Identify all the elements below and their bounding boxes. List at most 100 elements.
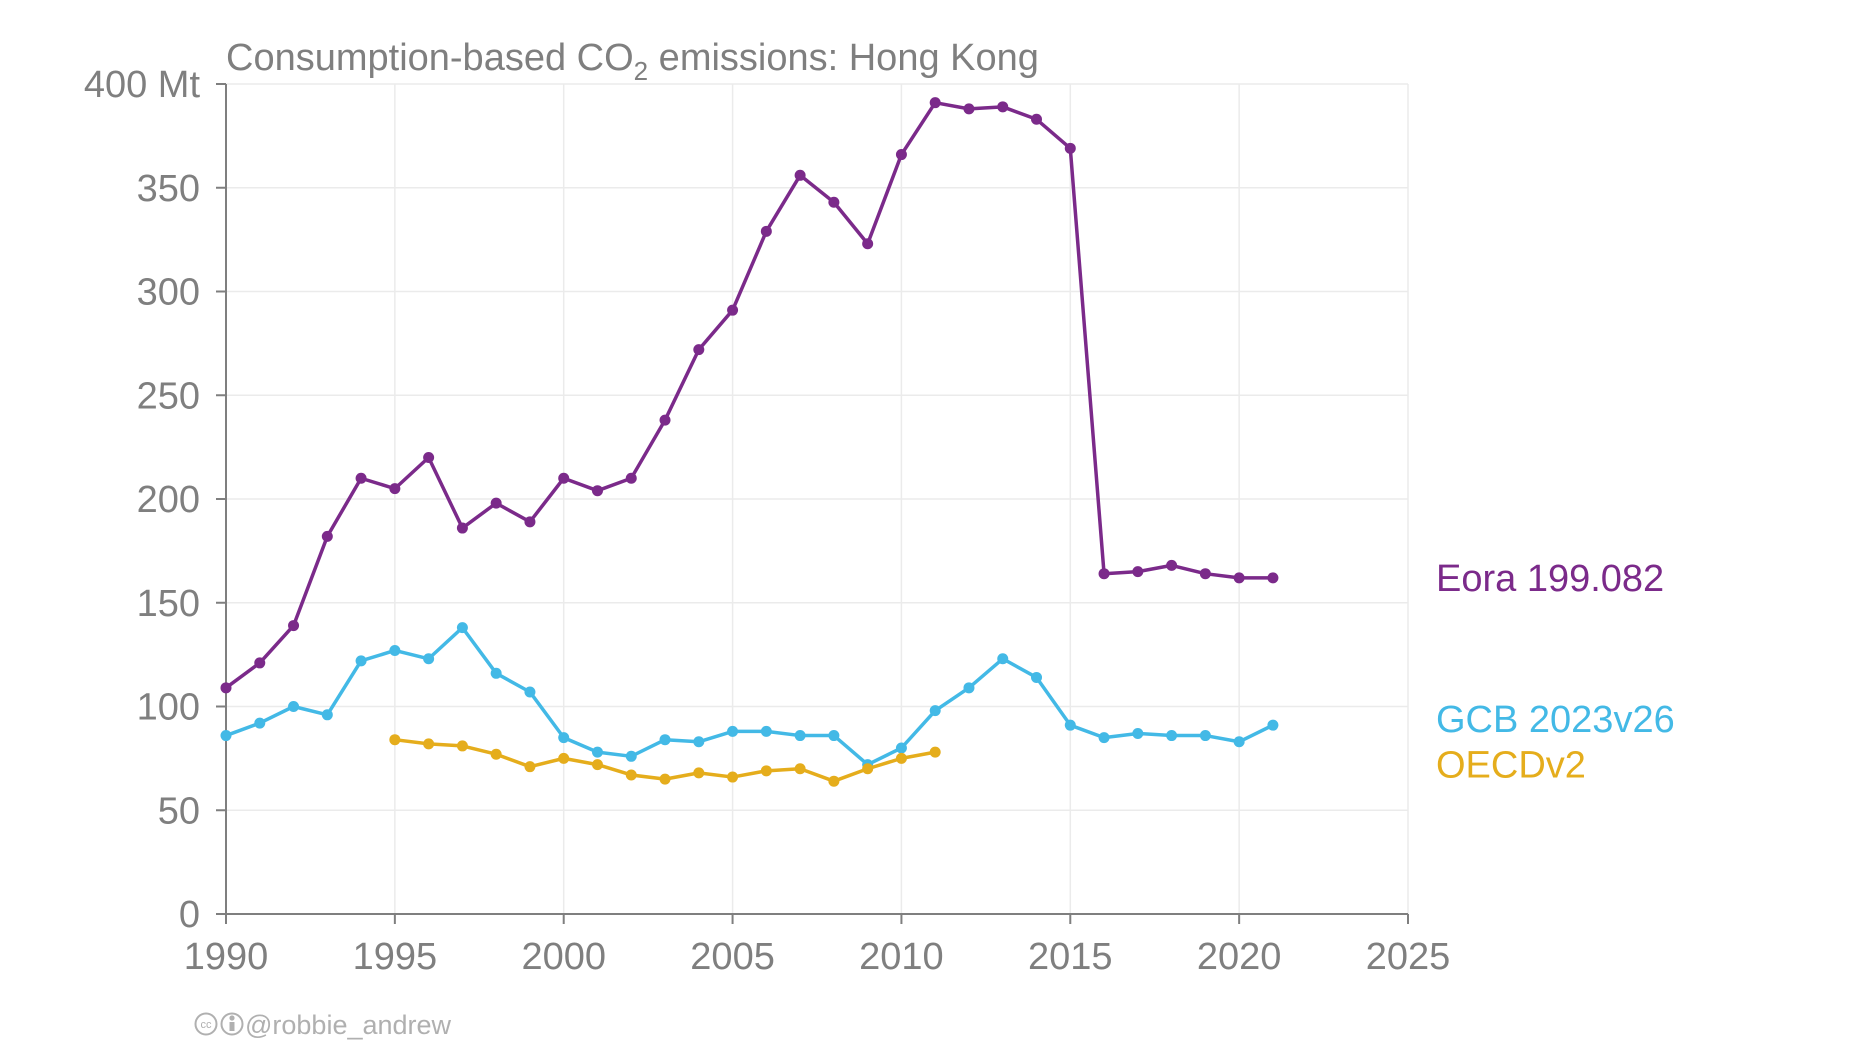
- data-point: [254, 657, 266, 669]
- data-point: [862, 763, 874, 775]
- y-tick-label: 0: [179, 894, 200, 936]
- data-point: [727, 771, 739, 783]
- data-point: [355, 655, 367, 667]
- data-point: [456, 740, 468, 752]
- data-point: [794, 169, 806, 181]
- data-point: [1098, 732, 1110, 744]
- data-point: [558, 752, 570, 764]
- data-point: [997, 101, 1009, 113]
- x-tick-label: 2010: [859, 936, 944, 978]
- y-tick-label: 400 Mt: [84, 64, 201, 106]
- data-point: [288, 620, 300, 632]
- credit: cc @robbie_andrew: [194, 1010, 452, 1040]
- x-tick-label: 2025: [1366, 936, 1451, 978]
- data-point: [558, 472, 570, 484]
- series-layer: [220, 97, 1279, 787]
- data-point: [760, 765, 772, 777]
- data-point: [1064, 719, 1076, 731]
- series-label: OECDv2: [1436, 745, 1586, 787]
- series-label: GCB 2023v26: [1436, 699, 1675, 741]
- data-point: [220, 730, 232, 742]
- data-point: [1233, 572, 1245, 584]
- svg-text:cc: cc: [201, 1019, 213, 1031]
- y-tick-label: 100: [137, 687, 200, 729]
- data-point: [895, 742, 907, 754]
- grid-lines: [226, 83, 1409, 914]
- y-tick-label: 250: [137, 375, 200, 417]
- x-tick-label: 1990: [184, 936, 269, 978]
- data-point: [659, 414, 671, 426]
- series-gcb-2023v26: [220, 622, 1279, 771]
- y-tick-label: 50: [158, 790, 200, 832]
- data-point: [456, 622, 468, 634]
- data-point: [1098, 568, 1110, 580]
- data-point: [963, 103, 975, 115]
- data-point: [490, 667, 502, 679]
- data-point: [929, 746, 941, 758]
- series-oecdv2: [389, 734, 941, 787]
- data-point: [1267, 572, 1279, 584]
- data-point: [389, 644, 401, 656]
- data-point: [1166, 730, 1178, 742]
- data-point: [794, 730, 806, 742]
- data-point: [1064, 142, 1076, 154]
- data-point: [828, 775, 840, 787]
- series-line: [224, 625, 1275, 767]
- data-point: [625, 769, 637, 781]
- x-tick-label: 2005: [690, 936, 775, 978]
- data-point: [794, 763, 806, 775]
- data-point: [254, 717, 266, 729]
- data-point: [220, 682, 232, 694]
- data-point: [423, 452, 435, 463]
- data-point: [963, 682, 975, 694]
- y-tick-label: 200: [137, 479, 200, 521]
- data-point: [558, 732, 570, 744]
- data-point: [828, 730, 840, 742]
- data-point: [760, 225, 772, 237]
- data-point: [693, 736, 705, 748]
- data-point: [727, 304, 739, 316]
- data-point: [1031, 671, 1043, 683]
- credit-text: @robbie_andrew: [245, 1010, 452, 1040]
- data-point: [828, 196, 840, 208]
- series-label: Eora 199.082: [1436, 558, 1664, 600]
- y-tick-label: 150: [137, 583, 200, 625]
- x-tick-label: 1995: [353, 936, 438, 978]
- chart-title: Consumption-based CO2 emissions: Hong Ko…: [226, 37, 1039, 86]
- y-tick-label: 300: [137, 272, 200, 314]
- y-axis-ticks: 0 50 100 150 200 250 300 350 400 Mt: [84, 64, 226, 936]
- data-point: [321, 530, 333, 542]
- data-point: [524, 686, 536, 698]
- data-point: [862, 238, 874, 250]
- x-tick-label: 2000: [521, 936, 606, 978]
- data-point: [693, 767, 705, 779]
- data-point: [288, 701, 300, 712]
- data-point: [1199, 730, 1211, 742]
- data-point: [423, 738, 435, 750]
- data-point: [355, 472, 367, 484]
- data-point: [659, 734, 671, 746]
- data-point: [524, 516, 536, 528]
- data-point: [490, 748, 502, 760]
- data-point: [760, 725, 772, 737]
- x-tick-label: 2020: [1197, 936, 1282, 978]
- data-point: [895, 149, 907, 161]
- data-point: [389, 483, 401, 495]
- data-point: [456, 522, 468, 534]
- series-line: [224, 100, 1275, 690]
- series-eora-199-082: [220, 97, 1279, 694]
- data-point: [423, 653, 435, 665]
- data-point: [1132, 566, 1144, 578]
- data-point: [1199, 568, 1211, 580]
- y-tick-label: 350: [137, 168, 200, 210]
- x-axis-ticks: 1990 1995 2000 2005 2010 2015 2020 2025: [184, 914, 1451, 978]
- data-point: [659, 773, 671, 785]
- data-point: [591, 746, 603, 758]
- data-point: [389, 734, 401, 746]
- data-point: [524, 761, 536, 773]
- x-tick-label: 2015: [1028, 936, 1113, 978]
- data-point: [1132, 727, 1144, 739]
- data-point: [693, 344, 705, 356]
